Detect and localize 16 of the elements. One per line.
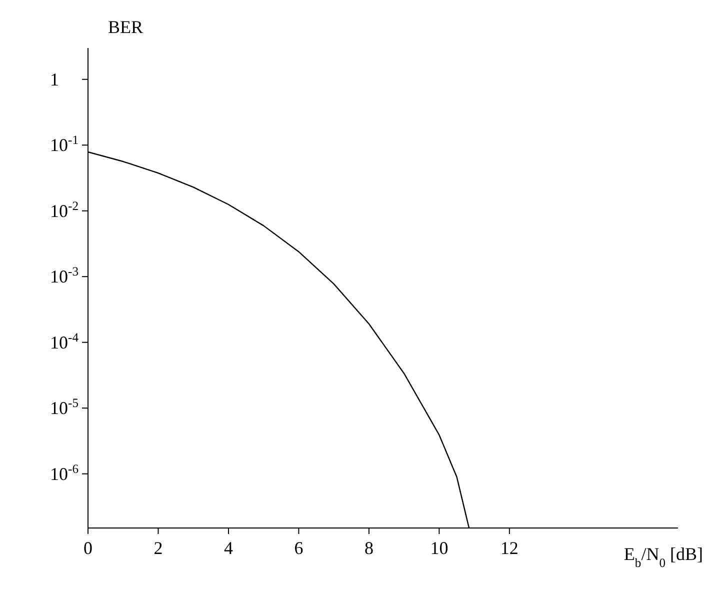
y-tick-label: 10$^{-5}$ (50, 396, 78, 418)
y-tick-label: 1 (50, 69, 59, 90)
x-tick-label: 0 (84, 538, 92, 558)
x-tick-label: 6 (294, 538, 304, 558)
y-axis-title: BER (108, 17, 144, 37)
x-tick-label: 4 (224, 538, 233, 558)
x-axis-title: E$_{b}$/N$_{0}$ [dB] (624, 544, 703, 570)
y-tick-label: 10$^{-6}$ (50, 462, 78, 484)
y-tick-label: 10$^{-3}$ (50, 264, 78, 287)
x-tick-label: 10 (430, 538, 448, 558)
x-tick-label: 2 (154, 538, 163, 558)
y-tick-label: 10$^{-1}$ (50, 133, 78, 156)
y-tick-label: 10$^{-4}$ (50, 330, 80, 352)
x-tick-label: 12 (500, 538, 518, 558)
y-tick-label: 10$^{-2}$ (50, 198, 78, 221)
x-tick-label: 8 (364, 538, 374, 558)
